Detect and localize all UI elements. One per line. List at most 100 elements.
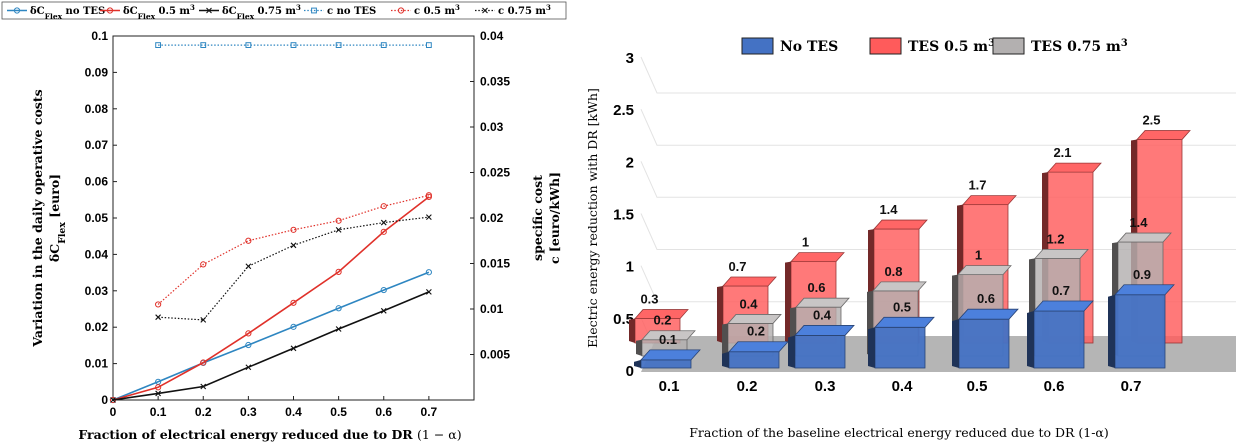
- line-chart: 0 0.1 0.2 0.3 0.4 0.5 0.6 0.7 0 0.01 0.02 0.03 0.04 0…: [1, 1, 567, 442]
- x-axis-label: Fraction of electrical energy reduced du…: [78, 427, 461, 442]
- y-right-axis-label-line1: specific cost: [530, 175, 545, 261]
- data-point: [200, 383, 207, 390]
- bar-top: [873, 219, 928, 230]
- data-point: [380, 42, 387, 49]
- data-label: 1.7: [968, 178, 986, 193]
- bar: [868, 316, 935, 369]
- legend-marker: [13, 7, 21, 14]
- bar-front: [794, 335, 846, 369]
- x-tick-label: 0.2: [195, 405, 212, 419]
- legend-label: δCFlex 0.5 m3: [123, 3, 195, 21]
- y-left-tick-label: 0.07: [85, 138, 109, 152]
- bar-side: [1108, 294, 1115, 368]
- data-point: [425, 289, 432, 295]
- y-left-axis-label-line2: δCFlex [euro]: [47, 174, 68, 262]
- y-left-tick-label: 0.09: [85, 65, 109, 79]
- y-right-tick-label: 0.005: [480, 348, 510, 362]
- legend-item: δCFlex no TES: [7, 6, 105, 21]
- bar-top: [962, 195, 1017, 206]
- bar-side: [722, 351, 729, 368]
- bar-top: [727, 314, 782, 324]
- data-point: [200, 261, 207, 268]
- y-tick-label: 3: [626, 50, 634, 67]
- data-point: [200, 317, 207, 323]
- series-c-0-5-m3: [155, 192, 432, 308]
- y-right-tick-label: 0.025: [480, 166, 510, 180]
- series--cflex-0-5-m3: [109, 193, 432, 404]
- legend-label: δCFlex no TES: [30, 6, 105, 21]
- x-tick-label: 0.5: [967, 378, 988, 395]
- y-right-tick-label: 0.015: [480, 257, 510, 271]
- data-label: 0.2: [653, 313, 671, 328]
- bar: [952, 308, 1019, 369]
- bar-top: [795, 297, 850, 308]
- data-point: [290, 226, 297, 233]
- bar-top: [790, 252, 845, 263]
- legend-marker: [206, 7, 212, 14]
- bar-side: [722, 323, 728, 356]
- data-point: [335, 305, 342, 312]
- legend-item: δCFlex 0.75 m3: [199, 3, 301, 21]
- data-label: 0.8: [884, 264, 902, 279]
- legend-marker: [106, 7, 114, 14]
- y-tick-label: 1: [626, 259, 634, 276]
- x-tick-label: 0.5: [330, 405, 347, 419]
- bar-top: [728, 341, 789, 353]
- y-right-tick-label: 0.02: [480, 211, 504, 225]
- bar: [788, 325, 855, 369]
- bar-side: [785, 261, 791, 343]
- x-tick-label: 0.1: [150, 405, 167, 419]
- data-point: [155, 314, 162, 321]
- y-left-tick-label: 0.02: [85, 320, 109, 334]
- bar-side: [634, 359, 641, 368]
- bar-top: [1117, 232, 1172, 243]
- y-tick-label: 1.5: [613, 207, 634, 224]
- data-label: 1.2: [1046, 231, 1064, 246]
- legend-item: c no TES: [304, 6, 376, 17]
- data-label: 0.7: [1052, 283, 1070, 298]
- series-no-tes: 0.1 0.2 0.4 0.5 0.6 0.7 0.9: [634, 267, 1175, 369]
- data-point: [335, 268, 342, 275]
- bar-side: [868, 327, 875, 368]
- legend-label: δCFlex 0.75 m3: [222, 3, 301, 21]
- x-tick-label: 0.4: [285, 405, 302, 419]
- data-point: [200, 359, 207, 366]
- legend-label: TES 0.75 m3: [1031, 38, 1128, 56]
- gridline: [640, 56, 1236, 94]
- data-point: [155, 384, 162, 391]
- y-axis-label: Electric energy reduction with DR [kWh]: [585, 88, 600, 348]
- legend-item: c 0.75 m3: [475, 3, 551, 17]
- data-point: [290, 242, 297, 249]
- bar-top: [1033, 300, 1094, 312]
- bar-top: [1114, 284, 1175, 296]
- bar: [722, 341, 789, 369]
- y-tick-label: 0: [626, 363, 634, 380]
- bar-front: [1033, 310, 1085, 369]
- y-left-tick-label: 0.04: [85, 247, 109, 261]
- bar-side: [636, 339, 642, 356]
- bar-top: [641, 330, 696, 341]
- bar: [634, 349, 701, 369]
- data-point: [290, 299, 297, 306]
- bar-front: [1114, 294, 1166, 369]
- legend: δCFlex no TES δCFlex 0.5 m3 δCFlex 0.75 m3…: [1, 1, 567, 21]
- bar-top: [634, 309, 689, 319]
- legend-swatch: [869, 37, 902, 55]
- data-label: 1.4: [1129, 215, 1148, 230]
- bar: [1027, 300, 1094, 369]
- data-label: 0.6: [977, 291, 995, 306]
- legend-label: TES 0.5 m3: [908, 38, 995, 56]
- data-label: 0.9: [1133, 267, 1151, 282]
- legend-marker: [311, 7, 317, 14]
- data-label: 0.3: [640, 292, 658, 307]
- x-tick-label: 0.6: [1044, 378, 1065, 395]
- bar-side: [717, 286, 723, 343]
- data-point: [425, 269, 432, 276]
- data-point: [335, 42, 342, 49]
- data-point: [155, 390, 162, 397]
- bar-side: [788, 335, 795, 368]
- legend-label: c no TES: [327, 6, 376, 17]
- bar: [1108, 284, 1175, 369]
- data-point: [155, 301, 162, 308]
